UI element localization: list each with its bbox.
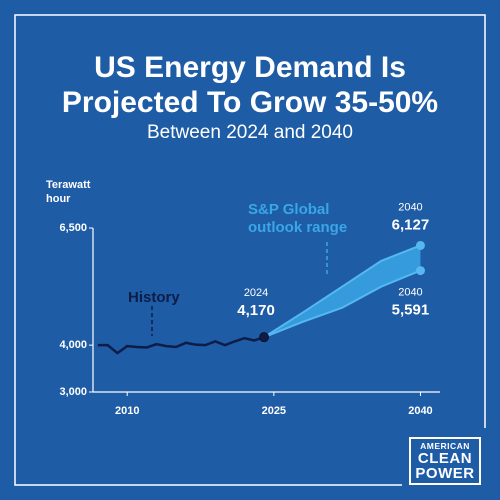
logo-text: POWER (415, 465, 475, 482)
point-label-year: 2040 (398, 201, 422, 213)
range-end-dot (415, 266, 425, 276)
line (97, 335, 265, 355)
chart-title: US Energy Demand Is Projected To Grow 35… (61, 51, 439, 119)
x-tick-label: 2025 (262, 405, 286, 417)
logo-text: CLEAN (417, 450, 473, 467)
point-label-year: 2024 (244, 287, 268, 299)
x-tick-label: 2010 (115, 405, 139, 417)
range-upper-line (263, 244, 421, 339)
y-tick-label: 4,000 (59, 339, 87, 351)
frame (14, 14, 486, 486)
series-label: History (128, 289, 180, 306)
end-dot (259, 332, 270, 343)
range-label: S&P Global outlook range (248, 201, 348, 236)
y-axis-label: Terawatt hour (46, 179, 91, 205)
range-end-dot (415, 240, 425, 250)
y-tick-label: 3,000 (59, 386, 87, 398)
chart-subtitle: Between 2024 and 2040 (146, 122, 353, 143)
logo: AMERICAN CLEAN POWER (409, 437, 481, 485)
y-tick-label: 6,500 (59, 222, 87, 234)
point-label-value: 6,127 (392, 216, 430, 233)
point-label-value: 5,591 (392, 302, 430, 319)
range-area (264, 245, 421, 338)
logo-text: AMERICAN (420, 441, 470, 451)
range-lower-line (263, 269, 421, 339)
point-label-value: 4,170 (237, 302, 275, 319)
point-label-year: 2040 (398, 286, 422, 298)
x-tick-label: 2040 (408, 405, 432, 417)
